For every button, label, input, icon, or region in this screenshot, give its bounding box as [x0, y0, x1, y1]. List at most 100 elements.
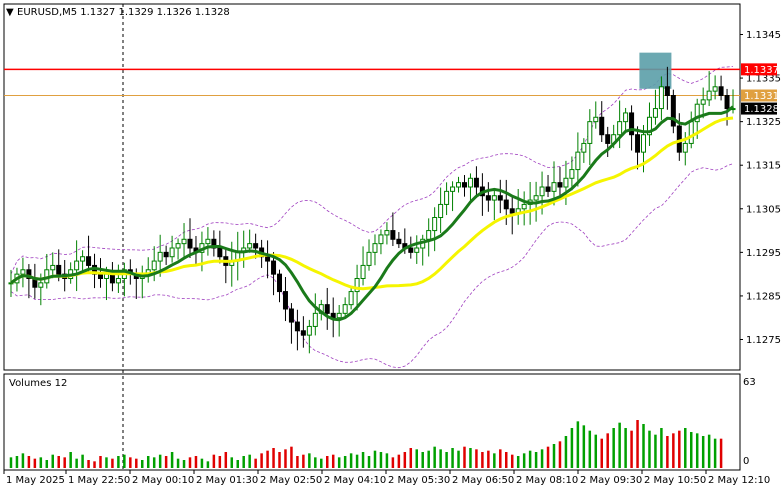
candle-body: [688, 121, 694, 144]
candle-body: [217, 247, 223, 258]
candle: [324, 287, 330, 330]
candle-body: [664, 86, 670, 96]
candle: [414, 235, 420, 264]
y-tick-label: 1.1295: [746, 248, 781, 259]
candle: [581, 138, 587, 163]
candle-body: [294, 321, 300, 332]
candle-body: [682, 142, 688, 153]
candle-body: [473, 177, 479, 188]
candle: [521, 191, 527, 226]
price-tags: 1.1337 1.1331 1.1328: [741, 63, 779, 115]
volume-max-label: 63: [743, 377, 756, 388]
candle: [372, 234, 378, 266]
header-menu-icon[interactable]: ▼: [6, 7, 14, 18]
candle-body: [97, 273, 103, 279]
candle-body: [109, 273, 115, 284]
candle: [294, 309, 300, 351]
candle-body: [593, 116, 599, 123]
candle: [652, 89, 658, 125]
candle: [646, 102, 652, 146]
candle-body: [372, 243, 378, 253]
candle-body: [438, 203, 444, 219]
candle-body: [706, 90, 712, 101]
ma-fast-line: [10, 105, 734, 322]
candle-body: [456, 182, 462, 188]
candle: [706, 71, 712, 107]
candle: [360, 246, 366, 286]
moving-averages: [10, 105, 734, 322]
candle-body: [205, 238, 211, 245]
candle-body: [491, 195, 497, 201]
y-tick-label: 1.1345: [746, 30, 781, 41]
candle-body: [569, 169, 575, 179]
candle: [461, 175, 467, 197]
candle: [682, 132, 688, 166]
candle-body: [265, 256, 271, 262]
candle: [545, 174, 551, 198]
candle-body: [450, 186, 456, 192]
candle-body: [629, 112, 635, 136]
candle-body: [718, 86, 724, 96]
candle: [467, 173, 473, 202]
candle-body: [181, 238, 187, 245]
price-tag-red: [741, 63, 777, 76]
candle-body: [676, 125, 682, 153]
candle-body: [551, 182, 557, 192]
price-tag-current: [741, 102, 777, 115]
x-tick-label: 1 May 2025: [6, 475, 65, 486]
x-tick-label: 2 May 12:10: [708, 475, 770, 486]
volume-panel-title: Volumes 12: [9, 378, 67, 389]
candle: [247, 229, 253, 253]
candle-body: [366, 251, 372, 266]
candle-body: [282, 291, 288, 310]
candle-body: [467, 177, 473, 188]
candle-body: [56, 264, 62, 275]
candle: [163, 245, 169, 265]
candle-body: [414, 247, 420, 253]
candle-body: [378, 234, 384, 245]
candle: [187, 218, 193, 259]
candle-body: [354, 278, 360, 293]
price-tag-label: 1.1331: [744, 91, 779, 102]
candle-body: [557, 182, 563, 188]
candle-body: [563, 177, 569, 188]
signal-marker-box: [639, 52, 672, 89]
candle: [205, 227, 211, 256]
candle-body: [700, 99, 706, 105]
candle: [80, 250, 86, 274]
candle: [623, 107, 629, 133]
bollinger-upper-line: [10, 66, 734, 275]
candle: [169, 235, 175, 263]
candle: [181, 223, 187, 260]
candle: [396, 232, 402, 249]
candle: [408, 236, 414, 259]
candle-body: [157, 251, 163, 262]
candle-body: [175, 243, 181, 249]
candle: [587, 109, 593, 166]
bollinger-lower-line: [10, 163, 734, 369]
candle: [599, 101, 605, 143]
candle: [265, 240, 271, 279]
candle: [282, 277, 288, 322]
candle: [390, 212, 396, 247]
candle-body: [605, 134, 611, 144]
candle: [605, 126, 611, 157]
candle: [253, 233, 259, 259]
candle-body: [539, 186, 545, 197]
volume-panel-frame: [3, 373, 741, 471]
x-tick-label: 2 May 06:50: [452, 475, 514, 486]
volume-min-label: 0: [743, 456, 749, 467]
price-tag-label: 1.1328: [744, 104, 779, 115]
candle-body: [641, 134, 647, 153]
candle-body: [485, 195, 491, 201]
candle: [271, 252, 277, 296]
candle-body: [545, 186, 551, 192]
candle-body: [342, 304, 348, 314]
candle-body: [533, 195, 539, 201]
candle-body: [360, 264, 366, 279]
candle: [444, 182, 450, 216]
x-tick-label: 2 May 10:50: [644, 475, 706, 486]
candle-body: [509, 208, 515, 214]
y-tick-label: 1.1325: [746, 117, 781, 128]
